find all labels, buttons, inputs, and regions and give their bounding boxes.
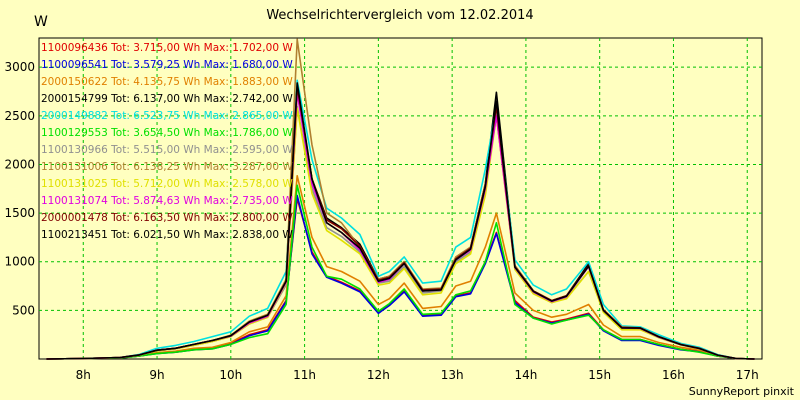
x-tick-label: 14h — [514, 368, 537, 382]
legend-item-11: 2000001478 Tot: 6.163,50 Wh Max: 2.800,0… — [41, 212, 293, 224]
y-tick-label: 3000 — [4, 60, 35, 74]
series-line-3 — [46, 175, 755, 360]
y-tick-label: 2500 — [4, 109, 35, 123]
y-tick-label: 1000 — [4, 255, 35, 269]
chart-title: Wechselrichtervergleich vom 12.02.2014 — [266, 8, 534, 23]
x-tick-label: 15h — [588, 368, 611, 382]
x-tick-label: 16h — [662, 368, 685, 382]
legend-item-5: 2000149882 Tot: 6.523,75 Wh Max: 2.865,0… — [41, 110, 293, 122]
x-tick-label: 12h — [367, 368, 390, 382]
x-tick-label: 10h — [219, 368, 242, 382]
x-tick-label: 11h — [293, 368, 316, 382]
legend-item-7: 1100130966 Tot: 5.515,00 Wh Max: 2.595,0… — [41, 144, 293, 156]
legend-item-6: 1100129553 Tot: 3.654,50 Wh Max: 1.786,0… — [41, 127, 293, 139]
legend-item-4: 2000154799 Tot: 6.137,00 Wh Max: 2.742,0… — [41, 93, 293, 105]
y-tick-label: 1500 — [4, 206, 35, 220]
legend-item-2: 1100096541 Tot: 3.579,25 Wh Max: 1.680,0… — [41, 59, 293, 71]
x-tick-label: 8h — [76, 368, 91, 382]
series-line-12 — [46, 82, 755, 360]
footer-note: SunnyReport pinxit — [688, 385, 794, 398]
series-line-6 — [46, 184, 755, 360]
y-axis-unit: W — [34, 14, 48, 30]
y-tick-label: 500 — [12, 303, 35, 317]
legend-item-3: 2000150622 Tot: 4.135,75 Wh Max: 1.883,0… — [41, 76, 293, 88]
x-tick-label: 17h — [736, 368, 759, 382]
legend-item-12: 1100213451 Tot: 6.021,50 Wh Max: 2.838,0… — [41, 229, 293, 241]
legend-item-8: 1100131006 Tot: 6.138,25 Wh Max: 3.287,0… — [41, 161, 293, 173]
x-tick-label: 13h — [441, 368, 464, 382]
legend-item-9: 1100131025 Tot: 5.712,00 Wh Max: 2.578,0… — [41, 178, 293, 190]
legend-item-10: 1100131074 Tot: 5.874,63 Wh Max: 2.735,0… — [41, 195, 293, 207]
series-line-5 — [46, 79, 755, 360]
legend: 1100096436 Tot: 3.715,00 Wh Max: 1.702,0… — [41, 40, 293, 244]
y-tick-label: 2000 — [4, 157, 35, 171]
legend-item-1: 1100096436 Tot: 3.715,00 Wh Max: 1.702,0… — [41, 42, 293, 54]
series-line-9 — [46, 107, 755, 360]
x-tick-label: 9h — [149, 368, 164, 382]
plot-frame — [38, 37, 763, 360]
